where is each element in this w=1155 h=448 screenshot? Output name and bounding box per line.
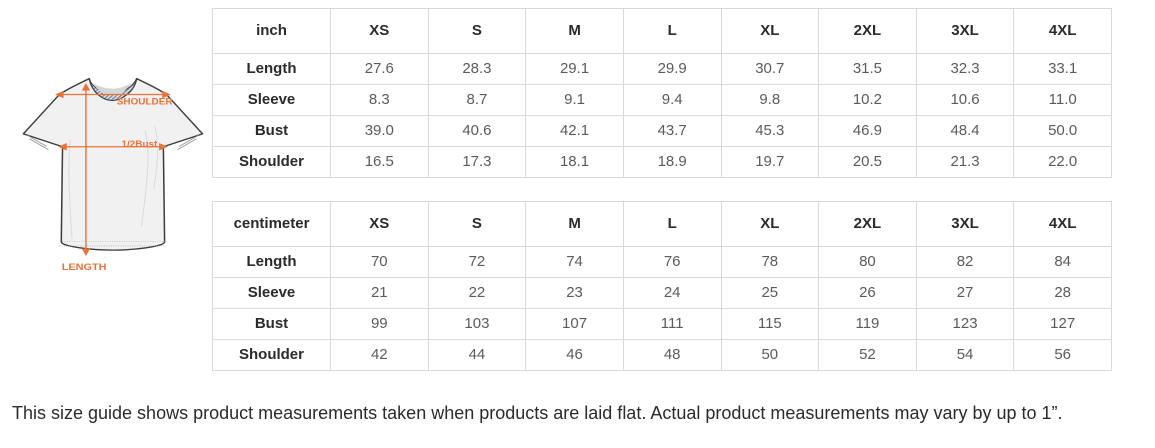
svg-text:SHOULDER: SHOULDER xyxy=(117,97,173,106)
svg-text:1/2Bust: 1/2Bust xyxy=(121,140,157,149)
svg-text:LENGTH: LENGTH xyxy=(62,263,107,273)
